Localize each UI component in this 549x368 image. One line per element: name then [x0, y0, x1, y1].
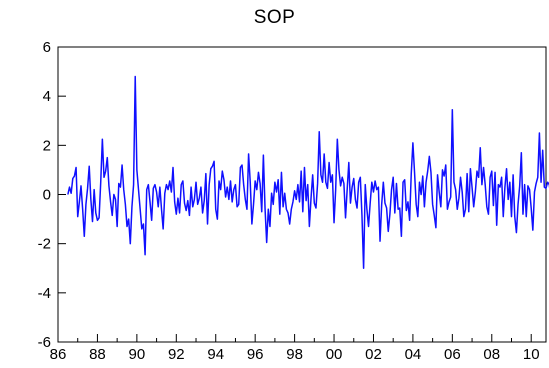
y-axis: 6 4 2 0 -2 -4 -6 [38, 39, 66, 351]
series-line [67, 75, 549, 269]
chart-title: SOP [253, 7, 296, 28]
x-tick-label: 92 [168, 346, 185, 363]
y-tick-label: -2 [38, 236, 51, 253]
y-tick-label: -6 [38, 334, 51, 351]
x-axis: 86 88 90 92 94 96 98 00 02 04 06 08 10 [50, 334, 540, 363]
y-tick-label: 0 [43, 187, 51, 204]
x-tick-label: 96 [247, 346, 264, 363]
x-tick-label: 98 [286, 346, 303, 363]
y-tick-label: -4 [38, 285, 51, 302]
y-tick-label: 4 [43, 88, 51, 105]
x-tick-label: 06 [444, 346, 461, 363]
x-tick-label: 94 [207, 346, 224, 363]
y-tick-label: 2 [43, 137, 51, 154]
x-tick-label: 08 [483, 346, 500, 363]
x-tick-label: 90 [129, 346, 146, 363]
x-tick-label: 86 [50, 346, 67, 363]
x-tick-label: 04 [405, 346, 422, 363]
x-tick-label: 02 [365, 346, 382, 363]
series-layer [67, 75, 549, 269]
x-tick-label: 10 [523, 346, 540, 363]
y-tick-label: 6 [43, 39, 51, 56]
x-tick-label: 00 [326, 346, 343, 363]
x-tick-label: 88 [89, 346, 106, 363]
